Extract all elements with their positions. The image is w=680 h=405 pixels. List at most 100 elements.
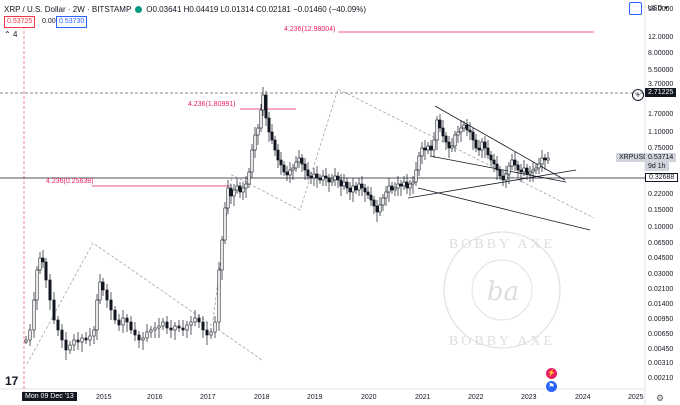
candle-body [95, 299, 99, 331]
fib-label-low: 4.236(0.25638) [46, 178, 94, 185]
candle-body [537, 163, 541, 169]
candle-body [213, 321, 217, 333]
price-tick-label: 0.00310 [648, 360, 674, 367]
candle-body [141, 337, 145, 341]
candle-body [369, 194, 373, 201]
candle-body [297, 157, 301, 163]
price-tick-label: 0.75000 [648, 145, 674, 152]
countdown-tag: 9d 1h [645, 162, 669, 171]
candle-body [279, 159, 283, 166]
candle-body [189, 321, 193, 326]
watermark-circle [443, 231, 561, 349]
watermark-inner-circle [471, 259, 533, 321]
candle-body [507, 165, 511, 175]
candle-body [300, 157, 304, 165]
candle-body [177, 325, 181, 329]
candle-body [64, 339, 68, 351]
candle-body [303, 163, 307, 171]
candle-body [378, 204, 382, 213]
rising-trendline [407, 169, 577, 199]
candle-body [101, 281, 105, 291]
price-tick-label: 0.06500 [648, 240, 674, 247]
currency-select[interactable]: USD ▾ [647, 5, 668, 12]
candle-body [32, 299, 36, 331]
candle-body [387, 185, 391, 193]
candle-body [384, 191, 388, 199]
candle-body [137, 334, 141, 341]
price-tick-label: 5.50000 [648, 67, 674, 74]
projection-path-0 [26, 242, 263, 365]
support-price-tag: 0.32688 [645, 173, 679, 182]
candle-body [429, 145, 433, 151]
price-tick-label: 18.0000 [648, 6, 674, 13]
candle-body [35, 269, 39, 301]
time-tick-label: 2017 [200, 394, 216, 401]
candle-body [339, 179, 343, 187]
candle-body [261, 94, 265, 111]
sell-price-button[interactable]: 0.53725 [4, 16, 36, 28]
indicator-toggle[interactable]: ⌃ 4 [4, 30, 18, 39]
candle-body [113, 309, 117, 321]
ohlc-values: O0.03641 H0.04419 L0.01314 C0.02181 −0.0… [146, 4, 367, 14]
candle-body [321, 175, 325, 181]
candle-body [41, 257, 45, 263]
candle-body [312, 173, 316, 179]
candle-body [149, 329, 153, 333]
candle-body [402, 181, 406, 187]
candle-body [197, 317, 201, 323]
symbol-tag: XRPUSD [616, 153, 652, 162]
price-tick-label: 0.03000 [648, 271, 674, 278]
candle-body [435, 119, 439, 141]
candle-body [125, 317, 129, 323]
tradingview-logo[interactable]: 17 [5, 374, 19, 388]
candle-body [519, 169, 523, 173]
candle-body [348, 187, 352, 193]
candle-body [486, 147, 490, 156]
candle-body [76, 339, 80, 343]
candle-body [294, 161, 298, 169]
candle-body [492, 159, 496, 165]
plus-icon[interactable]: + [632, 89, 644, 101]
time-tick-label: 2015 [96, 394, 112, 401]
candle-body [432, 139, 436, 151]
candle-body [420, 147, 424, 157]
candle-body [38, 257, 42, 271]
candle-body [342, 181, 346, 187]
candle-body [220, 239, 224, 271]
candle-body [360, 183, 364, 189]
symbol-title[interactable]: XRP / U.S. Dollar · 2W · BITSTAMP [4, 4, 132, 14]
candle-body [327, 177, 331, 183]
candle-body [471, 131, 475, 141]
candle-body [60, 329, 64, 341]
candles-layer [24, 87, 550, 360]
candle-body [56, 319, 60, 331]
candle-body [504, 173, 508, 181]
candle-body [351, 185, 355, 193]
candle-body [333, 175, 337, 181]
chart-header: XRP / U.S. Dollar · 2W · BITSTAMP O0.036… [4, 2, 366, 16]
price-tick-label: 8.00000 [648, 50, 674, 57]
price-tick-label: 1.70000 [648, 111, 674, 118]
candle-body [315, 173, 319, 179]
lightning-icon[interactable]: ⚡ [546, 368, 557, 379]
candle-body [330, 179, 334, 183]
time-tick-label: 2023 [521, 394, 537, 401]
grid-layer [0, 0, 646, 405]
candle-body [540, 157, 544, 165]
candle-body [44, 261, 48, 281]
candle-body [241, 187, 245, 193]
buy-price-button[interactable]: 0.53730 [56, 16, 88, 28]
watermark-monogram: ba [487, 277, 519, 307]
candle-body [157, 325, 161, 329]
gear-icon[interactable]: ⚙ [656, 393, 665, 403]
last-price-tag: 0.53714 [645, 153, 677, 162]
price-tick-label: 0.00950 [648, 316, 674, 323]
candle-body [306, 169, 310, 177]
candle-body [270, 131, 274, 141]
settings-icon[interactable] [629, 2, 642, 15]
time-tick-label: 2024 [575, 394, 591, 401]
flag-icon[interactable]: ⚑ [546, 381, 557, 392]
candle-body [474, 139, 478, 149]
candle-body [129, 321, 133, 331]
